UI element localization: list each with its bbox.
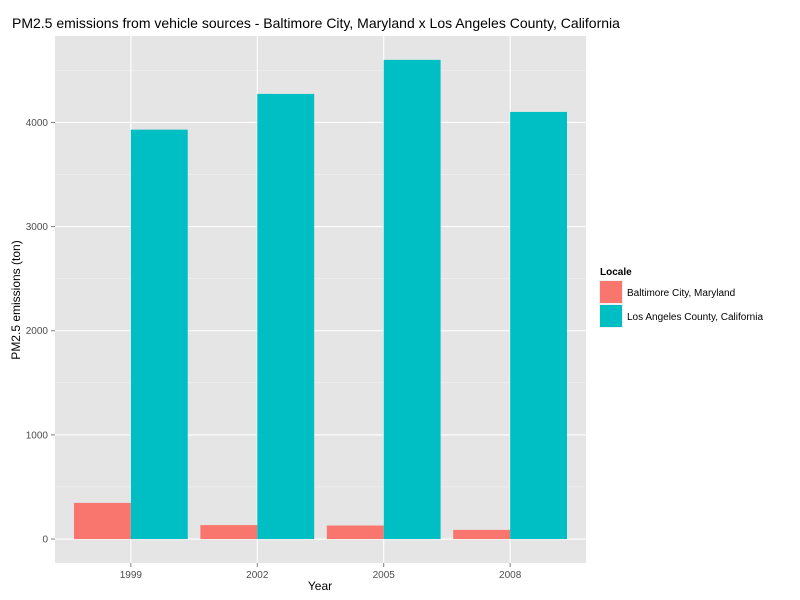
legend-swatch <box>600 305 622 327</box>
bars <box>73 59 568 540</box>
legend-title: Locale <box>600 267 632 278</box>
legend: Locale Baltimore City, Maryland Los Angel… <box>599 267 763 328</box>
bar-baltimore-2008 <box>453 529 511 540</box>
bar-baltimore-2005 <box>326 525 384 540</box>
bar-los-angeles-2005 <box>383 59 441 540</box>
y-tick-label: 4000 <box>26 118 49 129</box>
legend-label: Baltimore City, Maryland <box>627 288 735 299</box>
legend-swatch <box>600 281 622 303</box>
y-axis: 0 1000 2000 3000 4000 <box>26 118 55 546</box>
bar-los-angeles-1999 <box>130 129 188 540</box>
y-tick-label: 2000 <box>26 326 49 337</box>
bar-baltimore-1999 <box>73 502 131 540</box>
x-tick-label: 2002 <box>246 570 269 581</box>
chart-title: PM2.5 emissions from vehicle sources - B… <box>12 15 620 31</box>
y-tick-label: 0 <box>42 535 48 546</box>
legend-label: Los Angeles County, California <box>627 312 763 323</box>
x-tick-label: 2008 <box>499 570 522 581</box>
x-tick-label: 2005 <box>373 570 396 581</box>
x-axis-title: Year <box>308 579 332 593</box>
bar-los-angeles-2002 <box>257 93 315 540</box>
x-axis: 1999 2002 2005 2008 <box>120 563 522 581</box>
x-tick-label: 1999 <box>120 570 143 581</box>
bar-los-angeles-2008 <box>510 111 568 540</box>
bar-baltimore-2002 <box>200 525 258 540</box>
y-axis-title: PM2.5 emissions (ton) <box>9 240 23 359</box>
y-tick-label: 3000 <box>26 222 49 233</box>
y-tick-label: 1000 <box>26 430 49 441</box>
